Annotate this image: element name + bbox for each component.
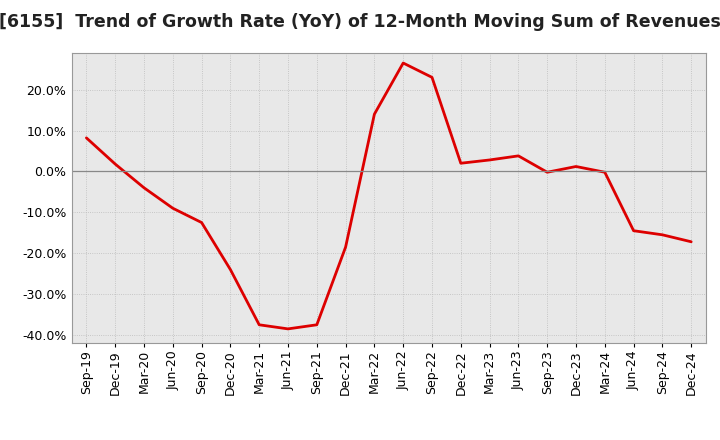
Text: [6155]  Trend of Growth Rate (YoY) of 12-Month Moving Sum of Revenues: [6155] Trend of Growth Rate (YoY) of 12-… — [0, 13, 720, 31]
